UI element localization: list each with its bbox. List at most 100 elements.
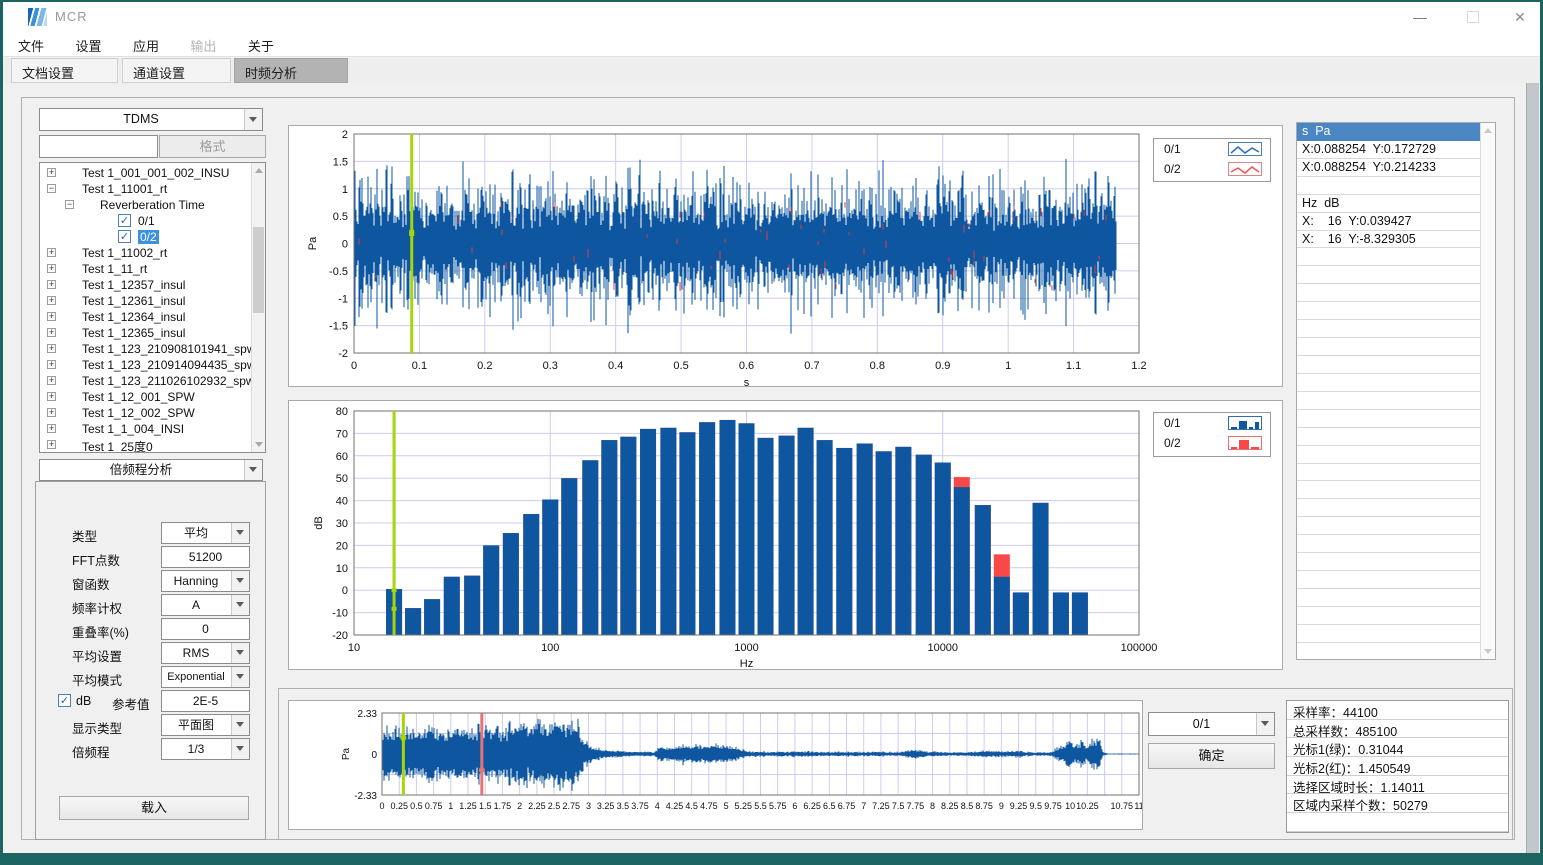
readout-row[interactable]: X: 16 Y:0.039427 <box>1297 213 1495 231</box>
scroll-down-icon[interactable] <box>1484 649 1492 654</box>
readout-row[interactable] <box>1297 428 1495 446</box>
expand-icon[interactable]: + <box>47 344 56 353</box>
readout-row[interactable]: X: 16 Y:-8.329305 <box>1297 231 1495 249</box>
tree-item-label[interactable]: Test 1_12_002_SPW <box>82 406 195 420</box>
expand-icon[interactable]: + <box>47 440 56 449</box>
chevron-down-icon[interactable] <box>231 739 249 759</box>
tab-time-frequency-analysis[interactable]: 时频分析 <box>234 58 348 83</box>
collapse-icon[interactable]: − <box>47 184 56 193</box>
readout-row[interactable] <box>1297 464 1495 482</box>
tree-item[interactable]: + Test 1_1_004_INSI <box>40 421 251 437</box>
readout-row[interactable]: X:0.088254 Y:0.172729 <box>1297 141 1495 159</box>
readout-row[interactable] <box>1297 625 1495 643</box>
window-function-combo[interactable]: Hanning <box>161 570 250 592</box>
tree-item[interactable]: +Test 1_12365_insul <box>40 325 251 341</box>
tree-item-label[interactable]: Test 1_11_rt <box>82 262 147 276</box>
legend-item[interactable]: 0/1 <box>1154 413 1270 433</box>
readout-row[interactable] <box>1297 589 1495 607</box>
file-tree[interactable]: +Test 1_001_001_002_INSU−Test 1_11001_rt… <box>39 162 266 453</box>
maximize-button[interactable] <box>1458 6 1488 28</box>
menu-application[interactable]: 应用 <box>121 32 171 59</box>
tree-item[interactable]: +Test 1_12357_insul <box>40 277 251 293</box>
confirm-button[interactable]: 确定 <box>1148 743 1275 769</box>
tree-item-label[interactable]: Test 1_12364_insul <box>82 310 185 324</box>
tree-item-label[interactable]: Test 1_12361_insul <box>82 294 185 308</box>
chevron-down-icon[interactable] <box>1256 713 1274 735</box>
readout-row[interactable] <box>1297 284 1495 302</box>
tree-item[interactable]: + Test 1_25度0 <box>40 437 251 453</box>
expand-icon[interactable]: + <box>47 392 56 401</box>
tree-item-label[interactable]: Test 1_25度0 <box>82 438 153 453</box>
chevron-down-icon[interactable] <box>231 595 249 615</box>
tree-item[interactable]: − Reverberation Time <box>40 197 251 213</box>
window-scrollbar[interactable] <box>1526 83 1539 853</box>
expand-icon[interactable]: + <box>47 376 56 385</box>
close-button[interactable]: ✕ <box>1505 6 1535 28</box>
tree-item-label[interactable]: Test 1_001_001_002_INSU <box>82 166 229 180</box>
tree-item[interactable]: +Test 1_12361_insul <box>40 293 251 309</box>
tree-item[interactable]: +Test 1_123_210914094435_spw <box>40 357 251 373</box>
legend-item[interactable]: 0/2 <box>1154 159 1270 179</box>
tree-scrollbar-thumb[interactable] <box>253 227 264 313</box>
readout-row[interactable] <box>1297 481 1495 499</box>
collapse-icon[interactable]: − <box>65 200 74 209</box>
readout-row[interactable] <box>1297 266 1495 284</box>
menu-file[interactable]: 文件 <box>6 32 56 59</box>
readout-row[interactable] <box>1297 535 1495 553</box>
readout-row[interactable] <box>1297 177 1495 195</box>
tree-item[interactable]: +Test 1_123_210908101941_spw <box>40 341 251 357</box>
expand-icon[interactable]: + <box>47 168 56 177</box>
tab-channel-settings[interactable]: 通道设置 <box>122 58 231 83</box>
tree-item-checkbox[interactable]: ✓ <box>118 214 131 227</box>
tree-item-label[interactable]: Test 1_11001_rt <box>82 182 167 196</box>
readout-row[interactable] <box>1297 446 1495 464</box>
readout-row[interactable] <box>1297 517 1495 535</box>
frequency-weighting-combo[interactable]: A <box>161 594 250 616</box>
scroll-up-icon[interactable] <box>1484 128 1492 133</box>
average-mode-combo[interactable]: Exponential <box>161 666 250 688</box>
tree-item-checkbox[interactable]: ✓ <box>118 230 131 243</box>
tree-item[interactable]: +Test 1_11002_rt <box>40 245 251 261</box>
scroll-down-icon[interactable] <box>255 442 263 447</box>
expand-icon[interactable]: + <box>47 312 56 321</box>
channel-combo[interactable]: 0/1 <box>1148 712 1275 736</box>
tree-item-label[interactable]: Test 1_123_210908101941_spw <box>82 342 255 356</box>
menu-settings[interactable]: 设置 <box>63 32 113 59</box>
tree-item-label[interactable]: Reverberation Time <box>100 198 205 212</box>
readout-row[interactable] <box>1297 607 1495 625</box>
tree-item[interactable]: +Test 1_12_001_SPW <box>40 389 251 405</box>
file-format-combo[interactable]: TDMS <box>39 108 263 131</box>
expand-icon[interactable]: + <box>47 360 56 369</box>
tree-item[interactable]: +Test 1_11_rt <box>40 261 251 277</box>
scroll-up-icon[interactable] <box>255 168 263 173</box>
readout-row[interactable] <box>1297 320 1495 338</box>
menu-about[interactable]: 关于 <box>236 32 286 59</box>
expand-icon[interactable]: + <box>47 280 56 289</box>
tree-item[interactable]: +Test 1_12_002_SPW <box>40 405 251 421</box>
readout-row[interactable] <box>1297 571 1495 589</box>
readout-scrollbar[interactable] <box>1480 123 1495 659</box>
octave-spectrum-chart[interactable]: 1010010001000010000080706050403020100-10… <box>289 401 1282 669</box>
chevron-down-icon[interactable] <box>244 460 262 480</box>
type-combo[interactable]: 平均 <box>161 522 250 544</box>
legend-item[interactable]: 0/1 <box>1154 139 1270 159</box>
analysis-type-combo[interactable]: 倍频程分析 <box>39 459 263 481</box>
readout-row[interactable]: Hz dB <box>1297 195 1495 213</box>
chevron-down-icon[interactable] <box>231 667 249 687</box>
minimize-button[interactable]: — <box>1405 6 1435 28</box>
tree-item[interactable]: +Test 1_123_211026102932_spw <box>40 373 251 389</box>
tree-item-label[interactable]: Test 1_1_004_INSI <box>82 422 184 436</box>
overview-waveform-chart[interactable]: 00.250.50.7511.251.51.7522.252.52.7533.2… <box>289 701 1142 829</box>
readout-row[interactable] <box>1297 553 1495 571</box>
expand-icon[interactable]: + <box>47 424 56 433</box>
time-waveform-chart[interactable]: 00.10.20.30.40.50.60.70.80.911.11.221.51… <box>289 126 1282 386</box>
reference-value-input[interactable] <box>161 690 250 712</box>
db-checkbox[interactable]: ✓ <box>58 694 71 707</box>
average-setting-combo[interactable]: RMS <box>161 642 250 664</box>
readout-row[interactable] <box>1297 410 1495 428</box>
tree-item[interactable]: + Test 1_001_001_002_INSU <box>40 165 251 181</box>
readout-row[interactable] <box>1297 374 1495 392</box>
expand-icon[interactable]: + <box>47 328 56 337</box>
readout-row[interactable] <box>1297 302 1495 320</box>
load-button[interactable]: 载入 <box>59 796 249 820</box>
